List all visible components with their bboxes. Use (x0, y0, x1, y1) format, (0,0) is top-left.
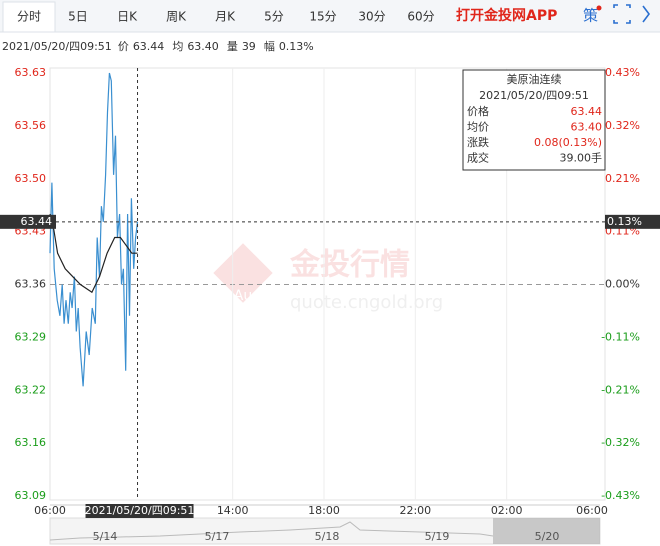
info-value: 63.44 (133, 40, 165, 53)
y-tick-label: 63.22 (15, 383, 47, 396)
series-line (49, 72, 139, 387)
y2-tick-label: -0.21% (601, 383, 640, 396)
tooltip-label: 成交 (467, 151, 489, 165)
y2-tick-label: 0.00% (605, 278, 640, 291)
y-tick-label: 63.36 (15, 278, 47, 291)
tab[interactable]: 日K (117, 10, 138, 24)
fullscreen-icon[interactable] (613, 4, 631, 24)
tab[interactable]: 月K (215, 10, 236, 24)
navigator-date: 5/19 (425, 530, 450, 543)
watermark-logo (213, 243, 273, 303)
y-tick-label: 63.16 (15, 436, 47, 449)
info-label: 均 (172, 40, 183, 53)
crosshair-y2-box (605, 214, 660, 229)
y-tick-label: 63.63 (15, 66, 47, 79)
tooltip-time: 2021/05/20/四09:51 (479, 89, 589, 102)
crosshair-y2-label: 0.13% (607, 215, 642, 228)
y2-tick-label: -0.43% (601, 489, 640, 502)
crosshair-x-label: 2021/05/20/四09:51 (85, 504, 195, 517)
y-tick-label: 63.56 (15, 119, 47, 132)
crosshair-x-box (85, 504, 194, 518)
info-value: 63.40 (187, 40, 219, 53)
x-tick-label: 22:00 (399, 504, 431, 517)
next-icon[interactable] (642, 5, 650, 23)
tab-bar (0, 0, 660, 32)
navigator-window[interactable] (493, 518, 600, 544)
y2-tick-label: -0.32% (601, 436, 640, 449)
tooltip-value: 0.08(0.13%) (534, 136, 602, 149)
tooltip-value: 63.44 (571, 105, 603, 118)
info-time: 2021/05/20/四09:51 (2, 40, 112, 53)
info-value: 39 (242, 40, 256, 53)
tooltip-label: 涨跌 (467, 135, 489, 149)
tooltip-value: 39.00手 (560, 151, 603, 165)
crosshair-y-label: 63.44 (21, 215, 53, 228)
navigator-date: 5/14 (93, 530, 118, 543)
y2-tick-label: 0.32% (605, 119, 640, 132)
y-tick-label: 63.50 (15, 172, 47, 185)
tooltip-box (462, 69, 606, 171)
y-tick-label: 63.29 (15, 330, 47, 343)
watermark-url: quote.cngold.org (290, 292, 443, 313)
watermark: Au 金投行情 quote.cngold.org (213, 243, 443, 313)
crosshair-y-box (0, 214, 56, 229)
navigator-date: 5/18 (315, 530, 340, 543)
x-tick-label: 02:00 (491, 504, 523, 517)
tab[interactable]: 15分 (309, 10, 336, 24)
tooltip-value: 63.40 (571, 121, 603, 134)
strategy-icon[interactable]: 策 (583, 7, 598, 25)
tab[interactable]: 30分 (358, 10, 385, 24)
tab[interactable]: 5分 (264, 10, 284, 24)
info-label: 价 (118, 40, 129, 53)
info-value: 0.13% (279, 40, 314, 53)
info-label: 幅 (264, 40, 275, 53)
tooltip-label: 均价 (467, 121, 489, 134)
tab[interactable]: 分时 (17, 10, 41, 24)
tooltip-label: 价格 (467, 104, 489, 118)
x-tick-label: 06:00 (34, 504, 66, 517)
series-line (49, 213, 138, 294)
x-tick-label: 14:00 (217, 504, 249, 517)
active-tab-bg (2, 1, 56, 33)
tab[interactable]: 60分 (407, 10, 434, 24)
tooltip-title: 美原油连续 (507, 72, 562, 86)
watermark-logo-text: Au (234, 288, 252, 304)
info-label: 量 (227, 40, 238, 53)
watermark-title: 金投行情 (289, 248, 410, 283)
y2-tick-label: 0.43% (605, 66, 640, 79)
notify-dot (596, 5, 602, 11)
x-tick-label: 06:00 (576, 504, 608, 517)
navigator-line (49, 521, 494, 541)
y-tick-label: 63.09 (15, 489, 47, 502)
tab[interactable]: 5日 (68, 10, 88, 24)
x-tick-label: 18:00 (308, 504, 340, 517)
y2-tick-label: -0.11% (601, 330, 640, 343)
y2-tick-label: 0.21% (605, 172, 640, 185)
navigator-date: 5/20 (535, 530, 560, 543)
navigator-date: 5/17 (205, 530, 230, 543)
tab[interactable]: 周K (166, 10, 187, 24)
app-link[interactable]: 打开金投网APP (456, 7, 557, 24)
